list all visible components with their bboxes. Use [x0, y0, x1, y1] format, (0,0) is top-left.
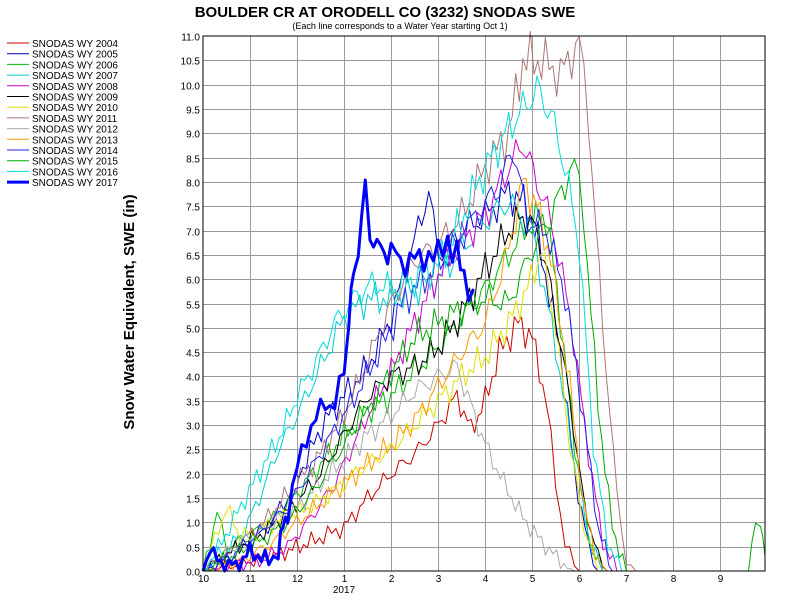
legend-entry: SNODAS WY 2008 [32, 82, 118, 93]
y-axis-label: Snow Water Equivalent, SWE (in) [121, 194, 138, 429]
series-line-snodas-wy-2007 [203, 193, 604, 572]
y-tick-label: 1.5 [186, 495, 200, 506]
x-tick-label: 3 [436, 574, 442, 585]
x-tick-label: 6 [577, 574, 583, 585]
y-tick-label: 11.0 [181, 33, 200, 44]
y-tick-label: 7.5 [186, 203, 200, 214]
series-line-snodas-wy-2009 [203, 205, 608, 572]
y-tick-label: 0.5 [186, 544, 200, 555]
y-tick-label: 2.5 [186, 446, 200, 457]
x-axis-year-label: 2017 [333, 585, 356, 596]
y-tick-label: 0.0 [186, 568, 200, 579]
x-tick-label: 11 [245, 574, 256, 585]
legend-entry: SNODAS WY 2015 [32, 157, 118, 168]
grid-layer [203, 36, 765, 571]
y-tick-label: 9.5 [186, 106, 200, 117]
y-tick-label: 6.0 [186, 276, 200, 287]
series-layer [201, 31, 766, 573]
x-tick-label: 1 [342, 574, 348, 585]
y-tick-label: 7.0 [186, 228, 200, 239]
legend-entry: SNODAS WY 2006 [32, 60, 118, 71]
y-tick-label: 3.0 [186, 422, 200, 433]
x-tick-label: 12 [292, 574, 304, 585]
y-tick-label: 3.5 [186, 398, 200, 409]
legend-entry: SNODAS WY 2004 [32, 39, 118, 50]
series-line-snodas-wy-2015 [202, 158, 766, 572]
legend-entry: SNODAS WY 2005 [32, 50, 118, 61]
series-line-snodas-wy-2008 [202, 139, 618, 572]
legend-entry: SNODAS WY 2016 [32, 167, 118, 178]
legend-entry: SNODAS WY 2007 [32, 71, 118, 82]
x-tick-label: 7 [624, 574, 630, 585]
legend-entry: SNODAS WY 2014 [32, 146, 118, 157]
x-tick-label: 8 [671, 574, 677, 585]
y-tick-label: 5.0 [186, 325, 200, 336]
y-tick-layer: 0.0 0.5 1.0 1.5 2.0 2.5 3.0 3.5 4.0 4.5 5.0 5.5 6.0 6… [181, 33, 201, 579]
x-tick-label: 5 [530, 574, 536, 585]
y-tick-label: 6.5 [186, 252, 200, 263]
plot-frame [202, 35, 766, 572]
series-line-snodas-wy-2016 [202, 75, 623, 572]
legend-entry: SNODAS WY 2017 [32, 178, 118, 189]
y-tick-label: 9.0 [186, 130, 200, 141]
x-tick-label: 2 [389, 574, 395, 585]
legend-entry: SNODAS WY 2013 [32, 135, 118, 146]
legend-entry: SNODAS WY 2012 [32, 125, 118, 136]
x-tick-label: 9 [718, 574, 724, 585]
chart-subtitle: (Each line corresponds to a Water Year s… [292, 21, 507, 31]
series-line-snodas-wy-2014 [202, 154, 613, 572]
series-line-snodas-wy-2011 [202, 31, 637, 572]
legend-entry: SNODAS WY 2011 [32, 114, 118, 125]
series-line-snodas-wy-2010 [202, 252, 599, 572]
x-tick-label: 10 [198, 574, 210, 585]
series-line-snodas-wy-2013 [202, 178, 608, 572]
x-tick-layer: 10 11 12 1 2 3 4 5 6 7 8 9 [198, 574, 724, 585]
y-tick-label: 2.0 [186, 471, 200, 482]
x-tick-label: 4 [483, 574, 489, 585]
y-tick-label: 5.5 [186, 301, 200, 312]
y-tick-label: 4.5 [186, 349, 200, 360]
y-tick-label: 10.5 [181, 57, 201, 68]
legend-entry: SNODAS WY 2009 [32, 93, 118, 104]
series-line-snodas-wy-2017 [201, 178, 475, 573]
y-tick-label: 4.0 [186, 373, 200, 384]
series-line-snodas-wy-2012 [202, 359, 575, 572]
y-tick-label: 8.5 [186, 155, 200, 166]
legend-entry: SNODAS WY 2010 [32, 103, 118, 114]
y-tick-label: 1.0 [186, 519, 200, 530]
chart-title: BOULDER CR AT ORODELL CO (3232) SNODAS S… [195, 4, 576, 21]
y-tick-label: 8.0 [186, 179, 200, 190]
y-tick-label: 10.0 [181, 82, 201, 93]
